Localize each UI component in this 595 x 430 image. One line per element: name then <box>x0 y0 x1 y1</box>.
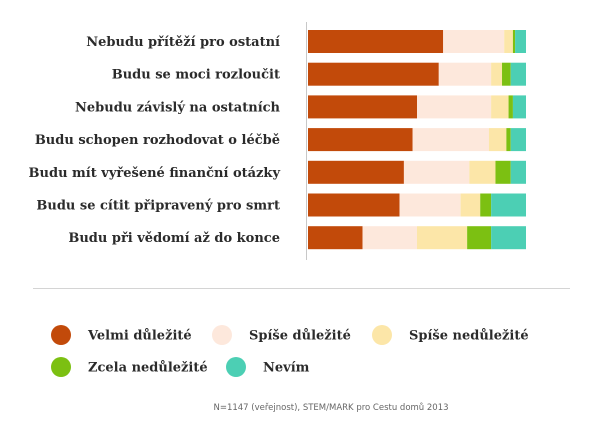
bar-segment <box>412 128 489 152</box>
bar-segment <box>510 128 526 152</box>
legend-label: Zcela nedůležité <box>88 361 208 376</box>
category-label: Budu mít vyřešené finanční otázky <box>29 166 281 181</box>
bar-segment <box>491 226 526 250</box>
legend-label: Spíše důležité <box>249 329 351 344</box>
source-note: N=1147 (veřejnost), STEM/MARK pro Cestu … <box>213 402 448 413</box>
bar-segment <box>467 226 492 250</box>
legend-swatch <box>212 325 232 345</box>
bar-segment <box>502 62 511 86</box>
bars <box>308 30 526 250</box>
legend-swatch <box>51 325 71 345</box>
bar-segment <box>403 160 470 184</box>
bar-segment <box>504 30 513 53</box>
category-label: Budu schopen rozhodovat o léčbě <box>35 133 280 148</box>
category-label: Budu se moci rozloučit <box>112 68 280 83</box>
bar-segment <box>469 160 496 184</box>
legend: Velmi důležité Spíše důležité Spíše nedůle… <box>51 325 529 377</box>
bar-segment <box>417 226 468 250</box>
bar-segment <box>443 30 505 53</box>
category-labels: Nebudu přítěží pro ostatní Budu se moci r… <box>29 35 281 246</box>
bar-segment <box>510 160 526 184</box>
category-label: Budu se cítit připravený pro smrt <box>36 199 280 214</box>
category-label: Budu při vědomí až do konce <box>68 231 280 246</box>
bar-segment <box>460 193 481 217</box>
legend-swatch <box>372 325 392 345</box>
category-label: Nebudu závislý na ostatních <box>75 100 281 115</box>
bar-segment <box>495 160 511 184</box>
bar-segment <box>488 128 507 152</box>
legend-label: Velmi důležité <box>87 329 192 344</box>
bar-segment <box>308 226 363 250</box>
bar-segment <box>308 193 400 217</box>
bar-segment <box>506 128 511 152</box>
bar-segment <box>512 95 526 119</box>
bar-segment <box>308 128 413 152</box>
bar-segment <box>510 62 526 86</box>
bar-segment <box>515 30 526 53</box>
bar-segment <box>491 95 509 119</box>
category-label: Nebudu přítěží pro ostatní <box>86 35 280 50</box>
bar-segment <box>308 95 417 119</box>
legend-label: Spíše nedůležité <box>409 329 529 344</box>
legend-swatch <box>226 357 246 377</box>
bar-segment <box>491 62 503 86</box>
bar-segment <box>308 62 439 86</box>
bar-segment <box>417 95 492 119</box>
legend-swatch <box>51 357 71 377</box>
bar-segment <box>438 62 492 86</box>
bar-segment <box>508 95 513 119</box>
bar-segment <box>512 30 516 53</box>
bar-segment <box>399 193 461 217</box>
bar-segment <box>362 226 417 250</box>
bar-segment <box>491 193 526 217</box>
bar-segment <box>308 30 444 53</box>
bar-segment <box>308 160 404 184</box>
bar-segment <box>480 193 492 217</box>
legend-label: Nevím <box>263 361 310 376</box>
